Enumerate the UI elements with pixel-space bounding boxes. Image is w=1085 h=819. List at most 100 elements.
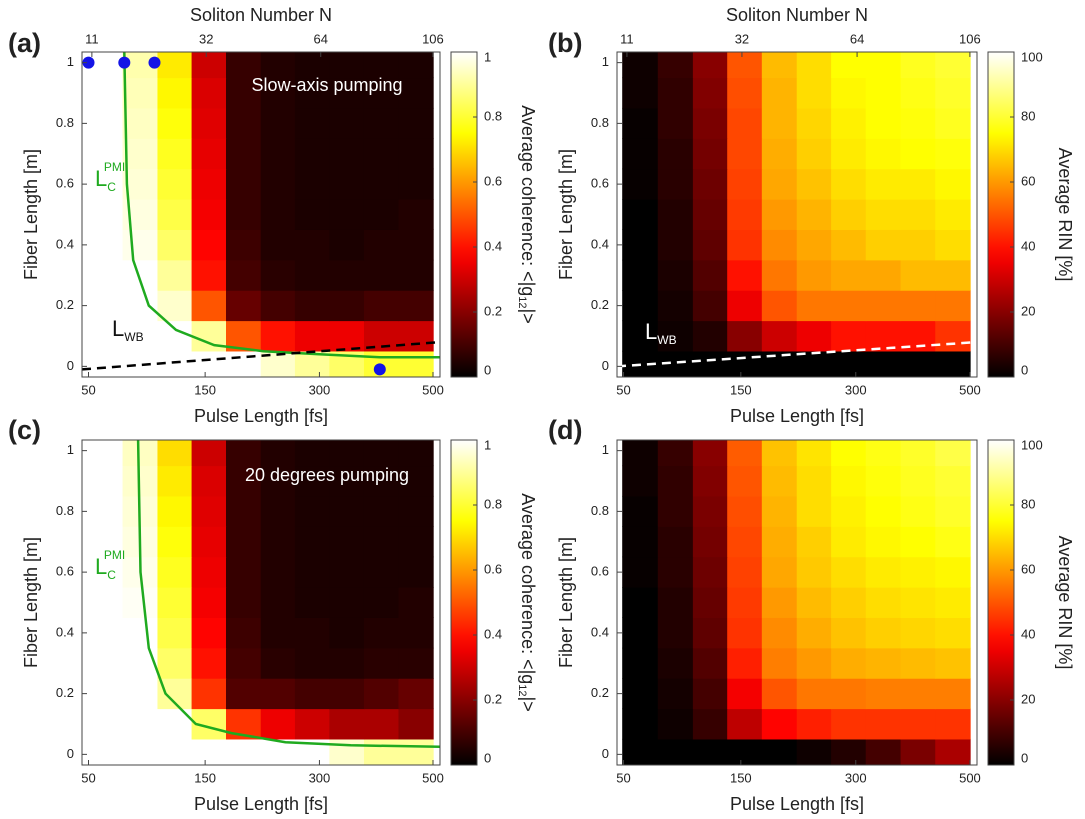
heatmap-cell [831, 495, 867, 527]
heatmap-cell [935, 350, 971, 377]
heatmap-cell [900, 526, 936, 558]
heatmap-cell [226, 290, 262, 322]
heatmap-cell [398, 350, 434, 377]
heatmap-cell [294, 495, 330, 527]
heatmap-cell [865, 587, 902, 618]
heatmap-cell [226, 526, 262, 558]
heatmap-cell [87, 617, 124, 649]
heatmap-cell [727, 526, 763, 558]
heatmap-cell [157, 738, 193, 765]
heatmap-cell [398, 495, 434, 527]
heatmap-cell [831, 290, 867, 322]
heatmap-cell [727, 259, 763, 291]
label-main: L [112, 316, 124, 341]
heatmap-cell [727, 647, 763, 679]
heatmap-cell [727, 52, 763, 79]
heatmap-cell [191, 678, 227, 710]
heatmap-cell [87, 738, 124, 765]
label-main: L [95, 166, 107, 191]
heatmap-cell [865, 495, 902, 527]
heatmap-cell [398, 259, 434, 291]
colorbar-tick-label: 40 [1021, 238, 1035, 253]
heatmap-cell [831, 678, 867, 710]
heatmap-cell [191, 526, 227, 558]
x-tick-label: 500 [959, 382, 981, 397]
heatmap-cell [122, 290, 159, 322]
heatmap-cell [622, 556, 659, 588]
heatmap [617, 52, 977, 377]
heatmap-cell [226, 617, 262, 649]
heatmap-cell [260, 138, 296, 170]
heatmap-cell [260, 440, 296, 467]
heatmap-cell [935, 495, 971, 527]
heatmap-cell [865, 229, 902, 261]
heatmap-cell [87, 168, 124, 200]
heatmap-cell [727, 350, 763, 377]
heatmap-cell [831, 465, 867, 497]
heatmap-cell [900, 77, 936, 109]
heatmap-cell [796, 52, 832, 79]
heatmap-cell [761, 465, 798, 497]
heatmap-cell [727, 290, 763, 322]
x-tick-label: 500 [422, 770, 444, 785]
heatmap-cell [260, 526, 296, 558]
heatmap-cell [363, 587, 400, 618]
heatmap-cell [935, 229, 971, 261]
heatmap-cell [935, 320, 971, 352]
heatmap-cell [657, 168, 694, 200]
label-main: L [645, 319, 657, 344]
x2-tick-label: 11 [620, 31, 634, 46]
heatmap-cell [329, 290, 365, 322]
heatmap-cell [900, 738, 936, 765]
heatmap-cell [692, 320, 728, 352]
colorbar-tick-label: 40 [1021, 626, 1035, 641]
heatmap-cell [363, 556, 400, 588]
colorbar [987, 51, 1015, 378]
y-axis-label: Fiber Length [m] [556, 149, 576, 280]
heatmap-cell [900, 290, 936, 322]
heatmap-cell [622, 465, 659, 497]
heatmap-cell [935, 678, 971, 710]
heatmap-cell [622, 440, 659, 467]
y-tick-label: 0.2 [56, 685, 74, 700]
heatmap-cell [727, 107, 763, 139]
label-sub: WB [124, 330, 143, 344]
heatmap-cell [157, 708, 193, 740]
heatmap-cell [727, 738, 763, 765]
heatmap [87, 440, 440, 765]
heatmap-cell [727, 556, 763, 588]
heatmap-cell [796, 259, 832, 291]
y-axis-label: Fiber Length [m] [21, 537, 41, 668]
y-tick-label: 0 [67, 746, 74, 761]
heatmap-cell [657, 617, 694, 649]
heatmap-cell [796, 465, 832, 497]
heatmap-cell [657, 556, 694, 588]
colorbar-label: Average RIN [%] [1055, 148, 1075, 282]
heatmap-cell [157, 107, 193, 139]
x-tick-label: 300 [845, 770, 867, 785]
heatmap-cell [191, 290, 227, 322]
heatmap-cell [157, 617, 193, 649]
heatmap-cell [657, 107, 694, 139]
heatmap-cell [831, 138, 867, 170]
heatmap-cell [260, 107, 296, 139]
heatmap-cell [761, 290, 798, 322]
heatmap-cell [622, 168, 659, 200]
heatmap-cell [398, 738, 434, 765]
heatmap-cell [727, 168, 763, 200]
heatmap-cell [692, 259, 728, 291]
curve [123, 52, 440, 359]
heatmap [82, 52, 440, 377]
heatmap-cell [900, 708, 936, 740]
x-tick-label: 50 [616, 382, 630, 397]
heatmap-cell [157, 259, 193, 291]
heatmap-cell [622, 495, 659, 527]
colorbar-tick-label: 0.2 [484, 303, 502, 318]
heatmap-cell [226, 678, 262, 710]
heatmap-cell [363, 229, 400, 261]
heatmap-cell [831, 229, 867, 261]
heatmap-cell [727, 617, 763, 649]
heatmap-cell [398, 617, 434, 649]
heatmap-cell [294, 52, 330, 79]
heatmap-cell [796, 138, 832, 170]
